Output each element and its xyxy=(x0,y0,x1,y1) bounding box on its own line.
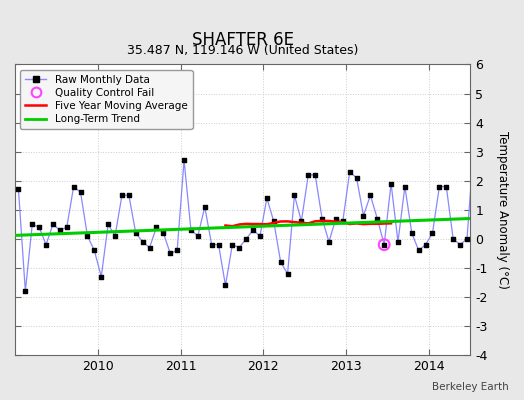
Point xyxy=(456,242,464,248)
Point xyxy=(332,215,340,222)
Point xyxy=(297,218,305,225)
Point xyxy=(380,242,388,248)
Point xyxy=(14,186,23,193)
Point xyxy=(228,242,236,248)
Point xyxy=(132,230,140,236)
Point xyxy=(62,224,71,230)
Legend: Raw Monthly Data, Quality Control Fail, Five Year Moving Average, Long-Term Tren: Raw Monthly Data, Quality Control Fail, … xyxy=(20,70,192,130)
Point xyxy=(70,183,78,190)
Point xyxy=(21,288,29,294)
Point xyxy=(159,230,168,236)
Point xyxy=(263,195,271,201)
Point xyxy=(352,175,361,181)
Point xyxy=(166,250,174,256)
Text: Berkeley Earth: Berkeley Earth xyxy=(432,382,508,392)
Point xyxy=(221,282,230,288)
Point xyxy=(152,224,161,230)
Point xyxy=(477,140,485,146)
Y-axis label: Temperature Anomaly (°C): Temperature Anomaly (°C) xyxy=(496,131,509,289)
Point xyxy=(208,242,216,248)
Point xyxy=(449,236,457,242)
Point xyxy=(104,221,112,228)
Point xyxy=(414,247,423,254)
Point xyxy=(511,146,519,152)
Point xyxy=(463,236,471,242)
Title: SHAFTER 6E: SHAFTER 6E xyxy=(192,31,294,49)
Point xyxy=(173,247,181,254)
Point xyxy=(366,192,375,198)
Point xyxy=(387,180,395,187)
Point xyxy=(201,204,209,210)
Point xyxy=(477,140,485,146)
Point xyxy=(83,233,92,239)
Point xyxy=(49,221,57,228)
Point xyxy=(428,230,436,236)
Text: 35.487 N, 119.146 W (United States): 35.487 N, 119.146 W (United States) xyxy=(127,44,358,57)
Point xyxy=(194,233,202,239)
Point xyxy=(77,189,85,196)
Point xyxy=(28,221,37,228)
Point xyxy=(359,212,368,219)
Point xyxy=(311,172,319,178)
Point xyxy=(518,201,524,207)
Point xyxy=(490,233,499,239)
Point xyxy=(187,227,195,233)
Point xyxy=(138,238,147,245)
Point xyxy=(256,233,264,239)
Point xyxy=(235,244,244,251)
Point xyxy=(111,233,119,239)
Point xyxy=(283,270,292,277)
Point xyxy=(269,218,278,225)
Point xyxy=(325,238,333,245)
Point xyxy=(35,224,43,230)
Point xyxy=(470,143,478,149)
Point xyxy=(214,242,223,248)
Point xyxy=(504,288,512,294)
Point xyxy=(484,178,492,184)
Point xyxy=(249,227,257,233)
Point xyxy=(345,169,354,175)
Point xyxy=(290,192,299,198)
Point xyxy=(421,242,430,248)
Point xyxy=(145,244,154,251)
Point xyxy=(125,192,133,198)
Point xyxy=(435,183,444,190)
Point xyxy=(118,192,126,198)
Point xyxy=(304,172,312,178)
Point xyxy=(42,242,50,248)
Point xyxy=(380,242,388,248)
Point xyxy=(442,183,451,190)
Point xyxy=(56,227,64,233)
Point xyxy=(373,215,381,222)
Point xyxy=(277,259,285,265)
Point xyxy=(497,270,506,277)
Point xyxy=(408,230,416,236)
Point xyxy=(401,183,409,190)
Point xyxy=(242,236,250,242)
Point xyxy=(97,274,105,280)
Point xyxy=(339,218,347,225)
Point xyxy=(318,215,326,222)
Point xyxy=(90,247,99,254)
Point xyxy=(180,157,188,164)
Point xyxy=(394,238,402,245)
